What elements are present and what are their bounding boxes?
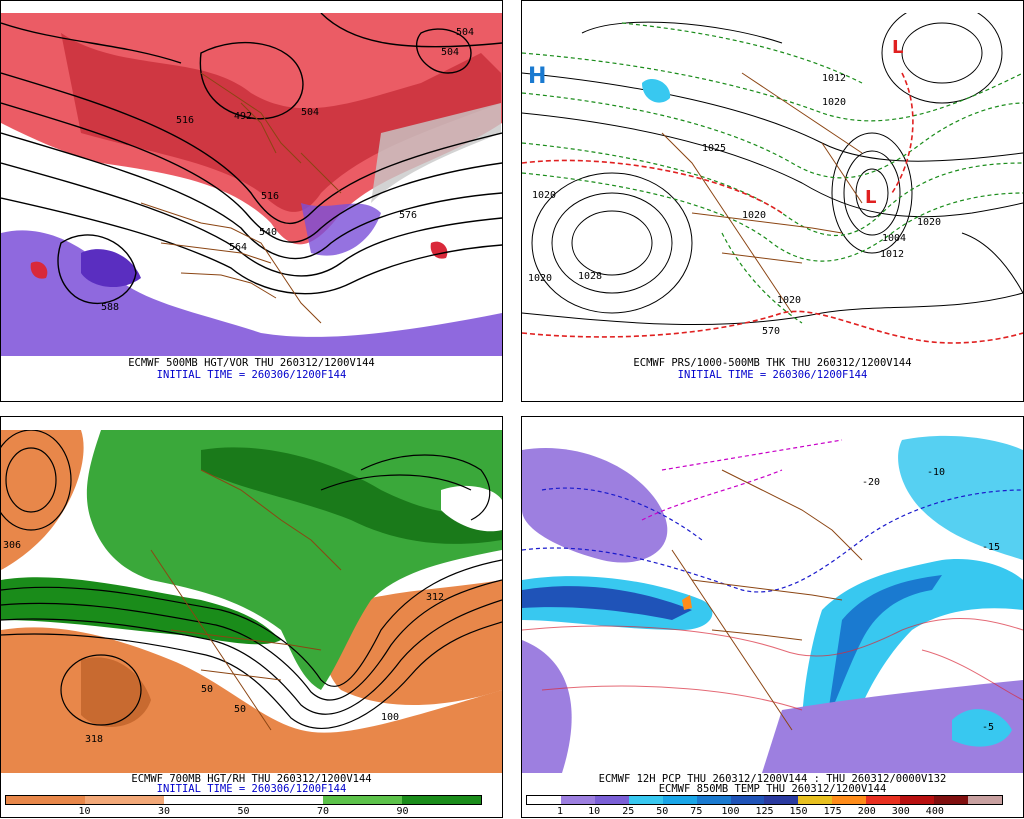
contour-label: -10 xyxy=(927,467,945,478)
contour-label: 1025 xyxy=(702,143,726,154)
colorbar-swatch xyxy=(696,796,731,804)
panel-12h-pcp-850mb-temp: -20 -10 -15 -5 ECMWF 12H PCP THU 260312/… xyxy=(521,416,1024,818)
contour-label: 1004 xyxy=(882,233,906,244)
contour-label: 516 xyxy=(176,115,194,126)
colorbar-swatch xyxy=(628,796,663,804)
caption-line-1: ECMWF 12H PCP THU 260312/1200V144 : THU … xyxy=(598,773,947,785)
contour-label: 50 xyxy=(234,704,246,715)
colorbar-swatch xyxy=(798,796,833,804)
contour-label: 504 xyxy=(441,47,459,58)
colorbar-tick: 175 xyxy=(823,806,842,817)
map-700mb: 306 318 312 50 50 100 xyxy=(1,430,502,773)
panel-700mb-hgt-rh: 306 318 312 50 50 100 ECMWF 700MB HGT/RH… xyxy=(0,416,503,818)
contour-label: 576 xyxy=(399,210,417,221)
caption-line-2: INITIAL TIME = 260306/1200F144 xyxy=(156,369,347,381)
colorbar-swatch xyxy=(6,796,86,804)
colorbar-tick: 150 xyxy=(789,806,808,817)
panel-500mb-hgt-vor: 504 504 492 504 516 516 576 540 564 588 … xyxy=(0,0,503,402)
contour-label: 100 xyxy=(381,712,399,723)
colorbar-swatch xyxy=(934,796,968,804)
map-500mb: 504 504 492 504 516 516 576 540 564 588 xyxy=(1,13,502,356)
colorbar-tick: 10 xyxy=(78,806,91,817)
colorbar-swatch xyxy=(764,796,799,804)
pcp-colorbar xyxy=(526,795,1003,805)
contour-label: 1028 xyxy=(578,271,602,282)
map-prs-thk: H L L 1020 1028 1020 1020 1025 1020 1020… xyxy=(522,13,1023,356)
colorbar-tick: 200 xyxy=(857,806,876,817)
contour-label: 504 xyxy=(301,107,319,118)
colorbar-tick: 10 xyxy=(588,806,601,817)
contour-label: 492 xyxy=(234,111,252,122)
colorbar-swatch xyxy=(401,796,482,804)
colorbar-tick: 1 xyxy=(557,806,564,817)
caption-line-2: ECMWF 850MB TEMP THU 260312/1200V144 xyxy=(658,783,887,795)
rh-colorbar xyxy=(5,795,482,805)
caption-line-2: INITIAL TIME = 260306/1200F144 xyxy=(677,369,868,381)
colorbar-tick: 50 xyxy=(656,806,669,817)
contour-label: 540 xyxy=(259,227,277,238)
panel-prs-1000-500mb-thk: H L L 1020 1028 1020 1020 1025 1020 1020… xyxy=(521,0,1024,402)
colorbar-tick: 300 xyxy=(891,806,910,817)
colorbar-swatch xyxy=(967,796,1002,804)
contour-label: 1012 xyxy=(880,249,904,260)
colorbar-swatch xyxy=(832,796,867,804)
colorbar-swatch xyxy=(560,796,595,804)
pcp-colorbar-ticks: 1 10 25 50 75 100 125 150 175 200 300 40… xyxy=(526,806,1003,817)
contour-label: 312 xyxy=(426,592,444,603)
svg-text:L: L xyxy=(865,187,876,208)
map-pcp-temp: -20 -10 -15 -5 xyxy=(522,430,1023,773)
contour-label: 1020 xyxy=(532,190,556,201)
contour-label: 1020 xyxy=(777,295,801,306)
contour-label: -15 xyxy=(982,542,1000,553)
colorbar-tick: 50 xyxy=(237,806,250,817)
caption-line-1: ECMWF 500MB HGT/VOR THU 260312/1200V144 xyxy=(128,357,375,369)
contour-label: 1020 xyxy=(917,217,941,228)
colorbar-swatch xyxy=(900,796,935,804)
contour-label: 318 xyxy=(85,734,103,745)
colorbar-swatch xyxy=(243,796,323,804)
colorbar-tick: 75 xyxy=(690,806,703,817)
contour-label: 588 xyxy=(101,302,119,313)
colorbar-tick: 400 xyxy=(925,806,944,817)
contour-label: 306 xyxy=(3,540,21,551)
colorbar-tick: 125 xyxy=(755,806,774,817)
contour-label: -5 xyxy=(982,722,994,733)
colorbar-tick: 100 xyxy=(721,806,740,817)
colorbar-swatch xyxy=(85,796,165,804)
colorbar-swatch xyxy=(662,796,697,804)
contour-label: 1020 xyxy=(528,273,552,284)
contour-label: -20 xyxy=(862,477,880,488)
contour-label: 570 xyxy=(762,326,780,337)
svg-text:H: H xyxy=(528,64,546,89)
contour-label: 50 xyxy=(201,684,213,695)
colorbar-tick: 90 xyxy=(396,806,409,817)
svg-text:L: L xyxy=(892,37,903,58)
colorbar-swatch xyxy=(322,796,402,804)
contour-label: 1020 xyxy=(822,97,846,108)
colorbar-swatch xyxy=(866,796,901,804)
contour-label: 564 xyxy=(229,242,247,253)
contour-label: 1020 xyxy=(742,210,766,221)
colorbar-swatch xyxy=(594,796,629,804)
colorbar-swatch xyxy=(527,796,561,804)
contour-label: 1012 xyxy=(822,73,846,84)
caption-line-1: ECMWF 700MB HGT/RH THU 260312/1200V144 xyxy=(131,773,372,785)
contour-label: 504 xyxy=(456,27,474,38)
colorbar-swatch xyxy=(164,796,244,804)
colorbar-tick: 70 xyxy=(316,806,330,817)
caption-line-2: INITIAL TIME = 260306/1200F144 xyxy=(156,783,347,795)
contour-label: 516 xyxy=(261,191,279,202)
colorbar-swatch xyxy=(730,796,765,804)
caption-line-1: ECMWF PRS/1000-500MB THK THU 260312/1200… xyxy=(633,357,912,369)
colorbar-tick: 25 xyxy=(622,806,635,817)
rh-colorbar-ticks: 10 30 50 70 90 xyxy=(5,806,482,817)
colorbar-tick: 30 xyxy=(157,806,170,817)
